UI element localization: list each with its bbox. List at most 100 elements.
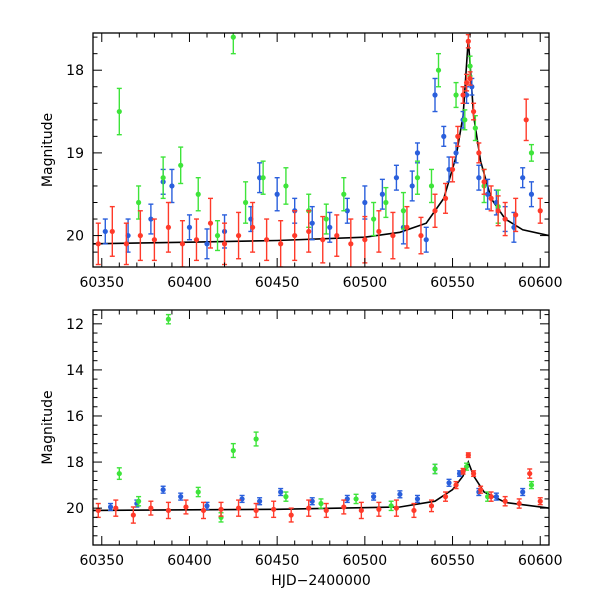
data-point: [283, 494, 289, 500]
data-point: [179, 241, 186, 247]
data-point: [95, 507, 101, 514]
data-point: [362, 237, 368, 243]
data-point: [467, 63, 473, 69]
data-point: [214, 232, 221, 239]
y-tick-label: 16: [66, 409, 84, 425]
data-point: [292, 232, 298, 239]
data-point: [442, 195, 449, 201]
data-point: [278, 489, 284, 495]
data-point: [130, 512, 136, 518]
data-point: [195, 191, 201, 197]
y-tick-label: 12: [66, 317, 84, 333]
data-point: [393, 505, 400, 511]
series-0: [102, 77, 535, 260]
data-point: [230, 447, 236, 454]
data-point: [470, 470, 477, 477]
data-point: [423, 237, 429, 243]
x-tick-label: 60450: [255, 275, 300, 291]
data-point: [136, 199, 142, 206]
data-point: [520, 489, 526, 495]
x-tick-label: 60550: [430, 553, 475, 569]
data-point: [116, 470, 122, 477]
data-point: [344, 208, 350, 214]
x-tick-label: 60400: [167, 553, 212, 569]
data-point: [264, 237, 270, 243]
data-point: [306, 505, 312, 511]
data-point: [449, 166, 456, 173]
data-point: [148, 216, 154, 222]
data-point: [193, 237, 200, 243]
data-point: [537, 498, 543, 504]
y-tick-label: 20: [66, 229, 84, 245]
series-2: [95, 33, 543, 267]
data-point: [400, 208, 407, 214]
data-point: [116, 108, 122, 115]
data-point: [148, 505, 154, 511]
data-point: [323, 507, 329, 514]
data-point: [230, 34, 236, 40]
plot-frame: [92, 32, 550, 268]
data-point: [306, 228, 312, 235]
data-point: [383, 199, 389, 206]
plot-frame: [92, 309, 550, 546]
data-point: [109, 228, 115, 235]
data-point: [323, 216, 329, 222]
data-point: [257, 498, 263, 504]
data-point: [397, 491, 403, 497]
data-point: [320, 237, 326, 243]
data-point: [379, 191, 385, 197]
data-point: [200, 507, 207, 514]
data-point: [218, 506, 224, 512]
data-point: [388, 503, 394, 509]
data-point: [371, 216, 377, 222]
data-point: [502, 216, 508, 222]
y-tick-label: 14: [66, 363, 84, 379]
y-tick-label: 20: [66, 501, 84, 517]
data-point: [476, 175, 482, 181]
data-point: [460, 468, 466, 474]
data-point: [95, 241, 101, 247]
data-point: [107, 504, 114, 510]
data-point: [432, 466, 438, 472]
data-point: [481, 179, 487, 185]
data-point: [362, 199, 368, 206]
data-point: [318, 500, 324, 507]
data-point: [186, 224, 193, 230]
data-point: [358, 507, 364, 514]
data-point: [488, 195, 494, 201]
series-2: [95, 452, 543, 524]
data-point: [341, 191, 347, 197]
model-curve: [93, 38, 549, 245]
data-point: [165, 507, 172, 514]
data-point: [165, 316, 172, 322]
data-point: [414, 150, 421, 156]
data-point: [404, 224, 410, 230]
data-point: [376, 506, 382, 512]
data-point: [283, 183, 289, 189]
data-point: [465, 38, 471, 44]
data-point: [195, 489, 201, 495]
data-point: [371, 494, 377, 500]
data-point: [520, 175, 526, 181]
x-tick-label: 60600: [518, 275, 563, 291]
data-point: [341, 504, 347, 510]
data-point: [472, 125, 478, 131]
data-point: [137, 232, 143, 239]
data-point: [528, 191, 535, 197]
data-point: [204, 241, 210, 247]
x-tick-label: 60350: [79, 275, 124, 291]
data-point: [160, 487, 166, 493]
data-point: [274, 191, 280, 197]
data-point: [493, 494, 499, 500]
y-axis-title: Magnitude: [40, 113, 56, 187]
data-point: [207, 220, 214, 226]
data-point: [102, 228, 108, 235]
data-point: [446, 480, 452, 486]
data-point: [309, 220, 315, 226]
data-point: [235, 232, 242, 239]
data-point: [465, 452, 471, 458]
data-point: [453, 482, 459, 488]
data-point: [527, 470, 533, 477]
data-point: [204, 503, 210, 509]
